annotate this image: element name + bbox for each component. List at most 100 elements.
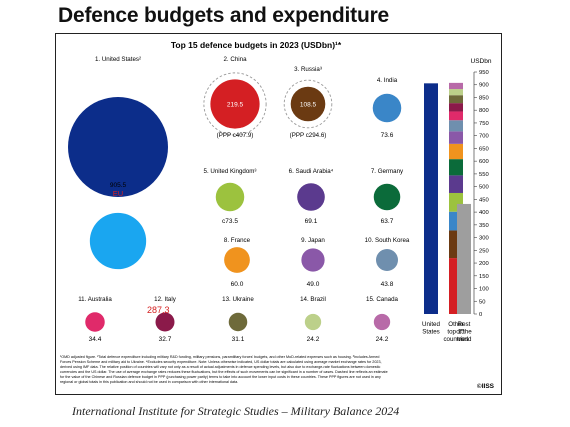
bar-segment-2-12 (449, 95, 463, 104)
bubble-united-states (68, 97, 168, 197)
eu-value-label: 287,3 (147, 305, 170, 315)
eu-label: EU (113, 189, 123, 198)
y-tick-label: 750 (479, 121, 489, 127)
y-tick-label: 250 (479, 248, 489, 254)
y-tick-label: 100 (479, 287, 489, 293)
ppp-label-russia: (PPP c294.6) (290, 132, 327, 139)
y-tick-label: 650 (479, 146, 489, 152)
bar-segment-2-11 (449, 103, 463, 112)
bubble-label-italy: 12. Italy (154, 296, 177, 303)
bubble-label-ukraine: 13. Ukraine (222, 296, 254, 303)
bubble-russia (290, 86, 326, 122)
bar-label-2: Other (448, 321, 463, 328)
bubble-label-canada: 15. Canada (366, 296, 399, 303)
y-tick-label: 950 (479, 70, 489, 76)
value-label-saudi-arabia: 69.1 (305, 218, 318, 225)
bubble-label-australia: 11. Australia (78, 296, 112, 303)
chart-title: Top 15 defence budgets in 2023 (USDbn)¹* (171, 40, 342, 50)
value-label-japan: 49.0 (307, 281, 320, 288)
bar-segment-2-8 (449, 131, 463, 144)
bubble-label-russia: 3. Russia³ (294, 66, 322, 73)
value-label-russia: 108.5 (300, 101, 317, 108)
bubble-label-china: 2. China (223, 56, 247, 63)
source-caption: International Institute for Strategic St… (72, 404, 400, 418)
bubble-south-korea (376, 249, 398, 271)
y-tick-label: 50 (479, 299, 485, 305)
y-tick-label: 400 (479, 210, 489, 216)
value-label-australia: 34.4 (89, 336, 102, 343)
value-label-ukraine: 31.1 (232, 336, 245, 343)
value-label-china: 219.5 (227, 101, 244, 108)
value-label-brazil: 24.2 (307, 336, 320, 343)
bubble-canada (373, 313, 391, 331)
bubble-india (372, 93, 402, 123)
bubble-label-france: 8. France (224, 237, 251, 244)
bubble-saudi-arabia (297, 183, 325, 211)
bubble-group: 1. United States² 905.5 2. China 219.5 (PPP … (68, 56, 410, 343)
value-label-united-states: 905.5 (110, 182, 127, 189)
footnote-line: currencies and the US dollar. The use of… (60, 370, 388, 374)
bubble-japan (301, 248, 325, 272)
bubble-label-united-kingdom: 5. United Kingdom³ (204, 168, 257, 175)
bar-label-3: Rest (458, 321, 471, 328)
bubble-ukraine (228, 312, 248, 332)
bar-segment-1-1 (424, 83, 438, 314)
bubble-label-united-states: 1. United States² (95, 56, 141, 63)
bar-label-1: United (422, 321, 440, 328)
bubble-label-brazil: 14. Brazil (300, 296, 326, 303)
bar-label-1: States (422, 329, 440, 336)
stacked-bar-group: 0 50 100 150 200 250 300 350 400 450 500 550 600 650 7… (422, 70, 489, 343)
copyright-mark: ©IISS (477, 382, 495, 390)
y-tick-label: 450 (479, 197, 489, 203)
value-label-south-korea: 43.8 (381, 281, 394, 288)
unit-label: USDbn (471, 58, 492, 65)
y-tick-label: 550 (479, 172, 489, 178)
bubble-eu (89, 212, 147, 270)
bar-label-3: world (456, 336, 472, 343)
value-label-canada: 24.2 (376, 336, 389, 343)
bar-segment-3-1 (457, 203, 471, 314)
bar-label-3: of the (456, 329, 472, 336)
y-tick-label: 200 (479, 261, 489, 267)
bubble-united-kingdom (215, 182, 245, 212)
value-label-india: 73.6 (381, 132, 394, 139)
footnote-line: Forces Pension Scheme and military aid t… (60, 360, 382, 364)
footnote-line: derived using IMF data. The relative pos… (60, 365, 380, 369)
bar-segment-2-6 (449, 159, 463, 176)
y-tick-label: 150 (479, 274, 489, 280)
chart-panel: Top 15 defence budgets in 2023 (USDbn)¹*… (55, 33, 502, 395)
bubble-france (224, 247, 250, 273)
y-tick-label: 900 (479, 83, 489, 89)
value-label-united-kingdom: c73.5 (222, 218, 238, 225)
bubble-germany (373, 183, 401, 211)
bubble-label-japan: 9. Japan (301, 237, 325, 244)
footnote-line: ¹OMD adjusted figure. ²Total defence exp… (60, 355, 379, 359)
ppp-label-china: (PPP c407.9) (217, 132, 254, 139)
bubble-label-south-korea: 10. South Korea (365, 237, 410, 244)
bar-segment-2-9 (449, 120, 463, 132)
footnotes: ¹OMD adjusted figure. ²Total defence exp… (60, 355, 388, 384)
y-tick-label: 700 (479, 134, 489, 140)
ppp-ring-russia (283, 79, 333, 129)
bar-segment-2-7 (449, 143, 463, 160)
page-title: Defence budgets and expenditure (58, 4, 390, 27)
value-label-germany: 63.7 (381, 218, 394, 225)
footnote-line: for the value of the Chinese and Russian… (60, 375, 381, 379)
bar-label-2: countries (443, 336, 468, 343)
bubble-italy (155, 312, 175, 332)
bubble-china (210, 79, 260, 129)
y-tick-label: 350 (479, 223, 489, 229)
value-label-france: 60.0 (231, 281, 244, 288)
ppp-ring-china (203, 72, 267, 136)
chart-svg: Top 15 defence budgets in 2023 (USDbn)¹*… (60, 40, 495, 390)
bar-label-2: top 15 (447, 329, 465, 336)
footnote-line: regional or global totals in this public… (60, 380, 238, 384)
bubble-brazil (304, 313, 322, 331)
y-tick-label: 500 (479, 185, 489, 191)
bubble-label-saudi-arabia: 6. Saudi Arabia⁴ (289, 168, 334, 175)
bar-segment-2-14 (449, 82, 463, 90)
bubble-australia (85, 312, 105, 332)
y-tick-label: 800 (479, 108, 489, 114)
bubble-label-germany: 7. Germany (371, 168, 404, 175)
value-label-italy: 32.7 (159, 336, 172, 343)
